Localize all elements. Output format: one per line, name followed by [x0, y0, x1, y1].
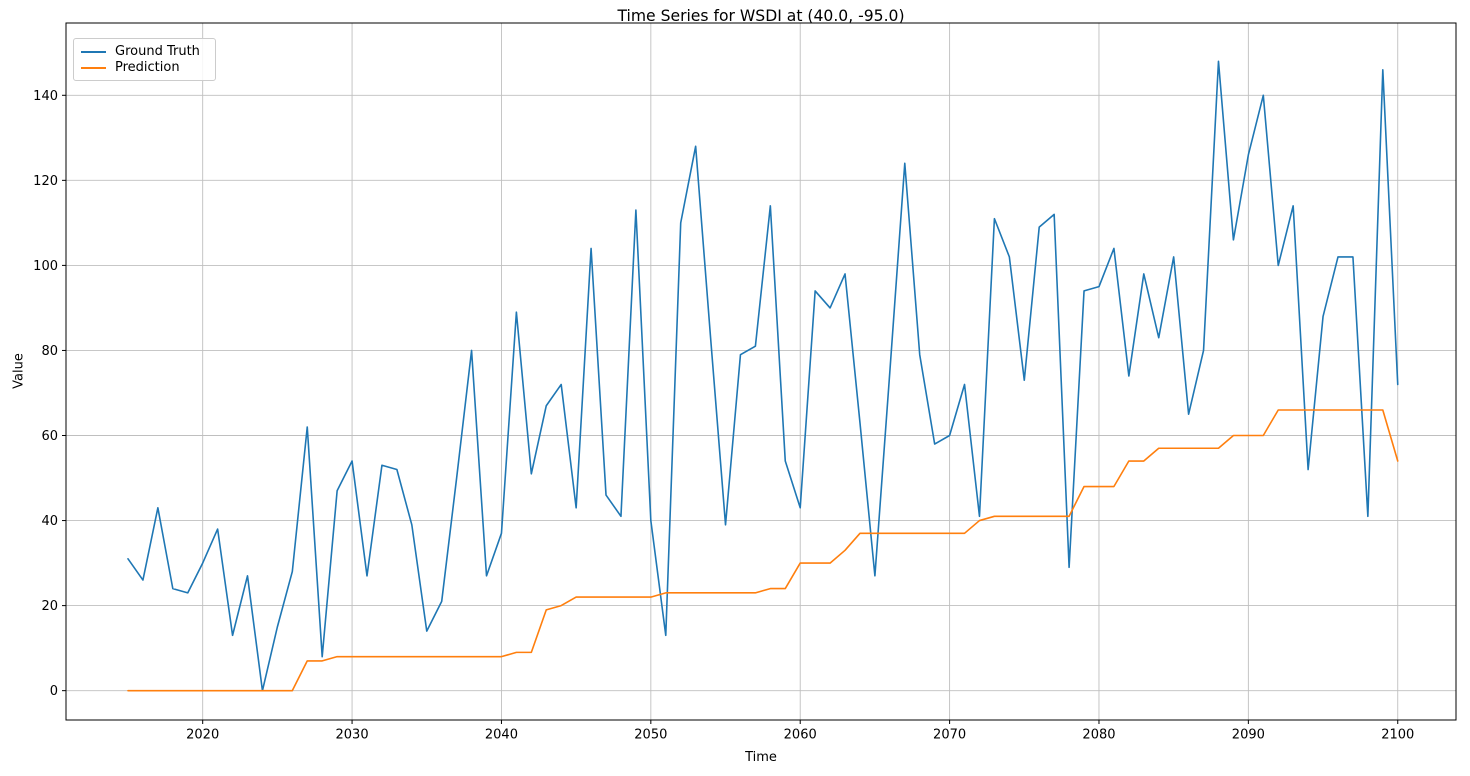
ground-truth-line-swatch [81, 51, 106, 53]
x-axis-label: Time [745, 750, 777, 765]
y-tick-label: 80 [41, 344, 58, 359]
x-tick-label: 2090 [1232, 728, 1265, 743]
x-tick-label: 2060 [784, 728, 817, 743]
legend-label: Prediction [115, 60, 180, 75]
y-tick-label: 60 [41, 429, 58, 444]
y-tick-label: 0 [50, 684, 58, 699]
chart-title: Time Series for WSDI at (40.0, -95.0) [617, 7, 905, 25]
prediction-line-swatch [81, 67, 106, 69]
y-axis-label: Value [11, 353, 27, 389]
x-tick-label: 2100 [1381, 728, 1414, 743]
y-tick-label: 120 [33, 174, 58, 189]
x-tick-label: 2080 [1082, 728, 1115, 743]
series-line-ground-truth [127, 60, 1399, 692]
axes-frame [65, 22, 1457, 721]
x-tick-label: 2020 [186, 728, 219, 743]
legend-item-ground-truth: Ground Truth [81, 44, 207, 60]
y-tick-label: 140 [33, 89, 58, 104]
series-line-prediction [127, 409, 1399, 692]
x-tick-label: 2030 [336, 728, 369, 743]
legend-label: Ground Truth [115, 44, 200, 59]
x-tick-label: 2050 [634, 728, 667, 743]
legend-item-prediction: Prediction [81, 60, 207, 76]
legend: Ground Truth Prediction [73, 38, 216, 81]
y-tick-label: 40 [41, 514, 58, 529]
y-tick-label: 100 [33, 259, 58, 274]
x-tick-label: 2040 [485, 728, 518, 743]
x-tick-label: 2070 [933, 728, 966, 743]
y-tick-label: 20 [41, 599, 58, 614]
